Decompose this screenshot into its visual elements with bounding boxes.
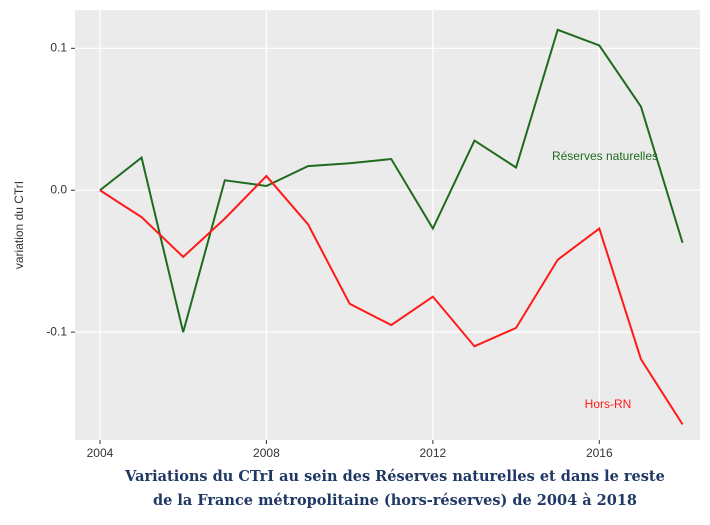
caption: de la France métropolitaine (hors-réserv…: [153, 492, 637, 509]
panel: [75, 10, 700, 440]
caption: Variations du CTrI au sein des Réserves …: [124, 468, 665, 485]
y-tick-label: 0.1: [50, 40, 67, 54]
y-tick-label: 0.0: [50, 182, 67, 196]
x-tick-label: 2016: [586, 446, 613, 460]
series-label: Réserves naturelles: [552, 149, 658, 163]
x-tick-label: 2008: [253, 446, 280, 460]
series-label: Hors-RN: [585, 397, 632, 411]
x-tick-label: 2004: [87, 446, 114, 460]
y-tick-label: -0.1: [46, 324, 67, 338]
x-tick-label: 2012: [420, 446, 447, 460]
series-line: [99, 28, 684, 333]
series-line: [99, 174, 684, 425]
y-axis-label: variation du CTrI: [12, 181, 26, 269]
